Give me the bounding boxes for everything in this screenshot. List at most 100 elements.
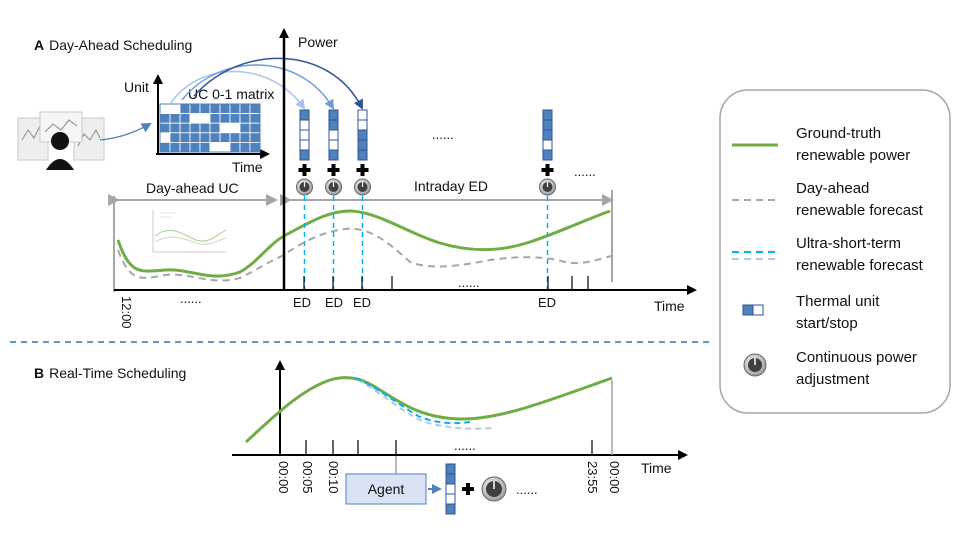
matrix-cell xyxy=(249,141,261,153)
matrix-cell xyxy=(179,141,191,153)
unit-cell xyxy=(445,503,456,515)
legend-box xyxy=(719,89,951,414)
unit-cell xyxy=(542,129,553,141)
ed-label-2: ED xyxy=(325,295,343,310)
tick-label-0005: 00:05 xyxy=(300,461,315,494)
unit-cell xyxy=(542,109,553,121)
matrix-cell xyxy=(199,132,211,143)
matrix-cell xyxy=(169,103,181,115)
matrix-cell xyxy=(199,113,211,124)
legend-item-4-line2: start/stop xyxy=(796,315,858,332)
unit-cell xyxy=(328,119,339,131)
intraday-ed-label: Intraday ED xyxy=(414,178,488,194)
agent-box xyxy=(345,473,427,505)
thermal-unit-column xyxy=(445,463,456,515)
start-tick-label: 12:00 xyxy=(119,296,134,329)
ed-dashed-lines xyxy=(303,196,549,290)
matrix-cell xyxy=(209,141,221,153)
power-knob-icon xyxy=(296,178,313,196)
ellipsis-intraday: ...... xyxy=(458,275,480,290)
legend-item-5-line2: adjustment xyxy=(796,371,870,388)
matrix-cell xyxy=(249,122,261,134)
matrix-cell xyxy=(249,103,261,115)
unit-cell xyxy=(299,129,310,141)
matrix-time-label: Time xyxy=(232,159,263,175)
unit-cell xyxy=(299,119,310,131)
ed-label-1: ED xyxy=(293,295,311,310)
ultra-short-forecast-curve xyxy=(355,377,471,425)
legend-item-4-line1: Thermal unit xyxy=(796,293,880,310)
matrix-cell xyxy=(199,103,211,115)
unit-columns xyxy=(296,109,556,196)
ellipsis-units: ...... xyxy=(432,127,454,142)
unit-cell xyxy=(357,149,368,161)
thermal-unit-column xyxy=(299,109,310,161)
ground-truth-curve-a xyxy=(116,209,611,278)
unit-cell xyxy=(328,129,339,141)
matrix-cell xyxy=(199,141,211,153)
plus-icon xyxy=(462,483,474,495)
matrix-unit-label: Unit xyxy=(124,79,149,95)
legend-item-1-line1: Ground-truth xyxy=(796,125,881,142)
matrix-cell xyxy=(229,141,241,153)
matrix-cell xyxy=(209,122,221,134)
time-ticks-a xyxy=(303,276,589,290)
unit-cell xyxy=(328,109,339,121)
unit-cell xyxy=(542,119,553,131)
thermal-unit-column xyxy=(328,109,339,161)
plus-icon xyxy=(356,164,369,176)
matrix-cell xyxy=(179,132,191,143)
section-a-title: A Day-Ahead Scheduling xyxy=(34,37,192,53)
unit-cell xyxy=(299,149,310,161)
unit-cell xyxy=(357,139,368,151)
legend-item-3-line2: renewable forecast xyxy=(796,257,924,274)
matrix-cell xyxy=(159,141,171,153)
ellipsis-agent: ...... xyxy=(516,482,538,497)
matrix-cell xyxy=(239,113,251,124)
dispatch-arrow-1 xyxy=(169,70,306,110)
thermal-unit-column xyxy=(357,109,368,161)
matrix-cell xyxy=(219,141,231,153)
matrix-cell xyxy=(219,132,231,143)
unit-cell xyxy=(542,149,553,161)
ed-label-3: ED xyxy=(353,295,371,310)
power-axis-label: Power xyxy=(298,34,338,50)
matrix-cell xyxy=(249,113,261,124)
time-axis-b-label: Time xyxy=(641,460,672,476)
unit-cell xyxy=(445,493,456,505)
unit-cell xyxy=(445,463,456,475)
plus-icon xyxy=(298,164,311,176)
matrix-cell xyxy=(229,132,241,143)
matrix-cell xyxy=(219,113,231,124)
matrix-cell xyxy=(189,141,201,153)
ellipsis-day-ahead: ...... xyxy=(180,291,202,306)
agent-label: Agent xyxy=(368,481,405,497)
matrix-cell xyxy=(229,113,241,124)
tick-label-0010: 00:10 xyxy=(326,461,341,494)
matrix-cell xyxy=(179,103,191,115)
matrix-cell xyxy=(189,113,201,124)
section-b-title: B Real-Time Scheduling xyxy=(34,365,186,381)
power-knob-icon xyxy=(481,476,507,502)
matrix-cell xyxy=(159,132,171,143)
unit-cell xyxy=(328,139,339,151)
unit-cell xyxy=(299,139,310,151)
legend-item-5-line1: Continuous power xyxy=(796,349,917,366)
unit-cell xyxy=(542,139,553,151)
matrix-cell xyxy=(249,132,261,143)
matrix-cell xyxy=(189,122,201,134)
matrix-cell xyxy=(159,103,171,115)
plus-icon xyxy=(541,164,554,176)
thermal-unit-column xyxy=(542,109,553,161)
day-ahead-forecast-curve xyxy=(117,227,613,282)
tick-label-2355: 23:55 xyxy=(585,461,600,494)
tick-label-0000: 00:00 xyxy=(276,461,291,494)
power-knob-icon xyxy=(325,178,342,196)
operator-to-matrix-arrow xyxy=(99,123,152,141)
matrix-cell xyxy=(209,113,221,124)
matrix-cell xyxy=(239,132,251,143)
plus-icon xyxy=(327,164,340,176)
ground-truth-curve-b xyxy=(244,376,613,444)
legend-item-1-line2: renewable power xyxy=(796,147,910,164)
uc-matrix xyxy=(159,103,261,153)
